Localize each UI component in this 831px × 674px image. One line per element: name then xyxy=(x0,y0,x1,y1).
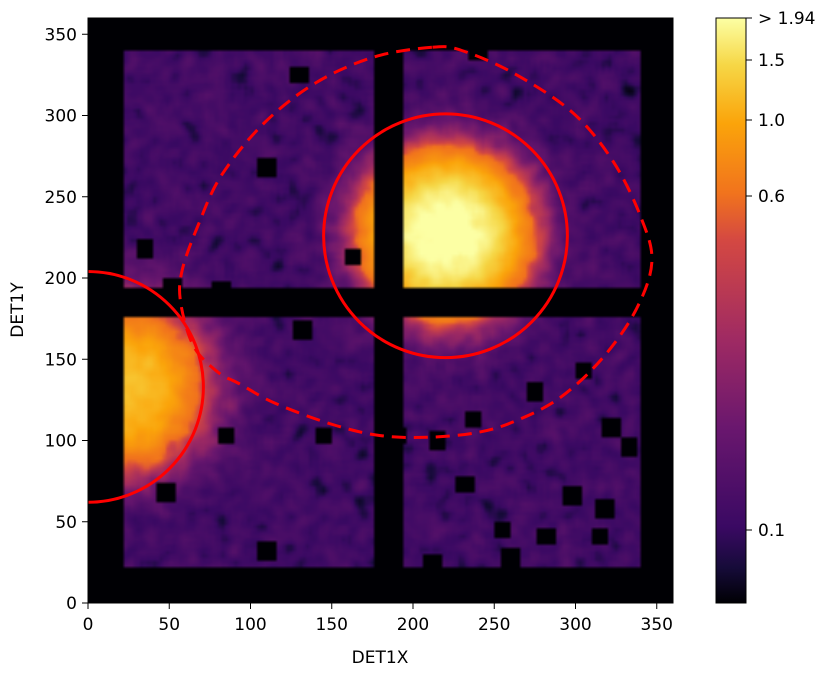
x-tick-label: 200 xyxy=(397,615,429,635)
plot-area xyxy=(87,17,674,604)
x-tick-label: 350 xyxy=(641,615,673,635)
colorbar-tick-label: 0.6 xyxy=(758,187,785,207)
colorbar-tick-label: 0.1 xyxy=(758,521,785,541)
y-tick-label: 0 xyxy=(66,594,77,614)
colorbar-tick-label: > 1.94 xyxy=(758,9,816,29)
y-tick-label: 150 xyxy=(45,350,77,370)
y-tick-label: 350 xyxy=(45,25,77,45)
region-circle xyxy=(88,270,205,504)
x-axis-label: DET1X xyxy=(352,648,409,668)
region-circle xyxy=(322,112,569,360)
x-tick-label: 150 xyxy=(316,615,348,635)
colorbar-bar xyxy=(715,17,747,604)
x-tick-label: 100 xyxy=(234,615,266,635)
x-tick-label: 300 xyxy=(559,615,591,635)
y-tick-label: 100 xyxy=(45,432,77,452)
y-tick-label: 250 xyxy=(45,188,77,208)
y-tick-label: 300 xyxy=(45,107,77,127)
colorbar: > 1.94 1.5 1.0 0.6 0.1 xyxy=(715,9,816,604)
plot-frame xyxy=(87,17,674,604)
y-axis: 0 50 100 150 200 250 300 350 xyxy=(45,25,88,614)
region-overlays xyxy=(88,45,654,504)
region-contour-dashed xyxy=(178,45,654,440)
x-axis: 0 50 100 150 200 250 300 350 xyxy=(83,603,673,635)
y-axis-label: DET1Y xyxy=(8,282,28,338)
x-tick-label: 50 xyxy=(158,615,180,635)
colorbar-tick-label: 1.0 xyxy=(758,111,785,131)
x-tick-label: 0 xyxy=(83,615,94,635)
x-tick-label: 250 xyxy=(478,615,510,635)
y-tick-label: 50 xyxy=(55,513,77,533)
colorbar-tick-label: 1.5 xyxy=(758,51,785,71)
y-tick-label: 200 xyxy=(45,269,77,289)
colorbar-ticks: > 1.94 1.5 1.0 0.6 0.1 xyxy=(746,9,816,541)
